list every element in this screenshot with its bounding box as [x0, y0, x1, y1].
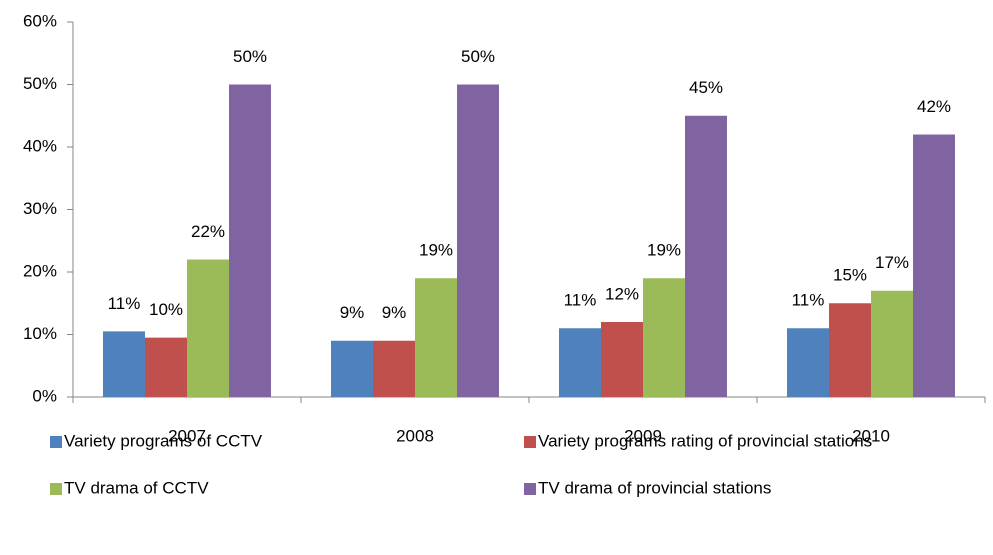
x-tick-label: 2009	[624, 426, 662, 445]
y-tick-label: 20%	[23, 261, 57, 280]
bar	[787, 328, 829, 397]
value-label: 50%	[233, 47, 267, 66]
bar	[415, 278, 457, 397]
bar	[601, 322, 643, 397]
value-label: 45%	[689, 78, 723, 97]
y-tick-label: 30%	[23, 199, 57, 218]
value-label: 19%	[647, 241, 681, 260]
value-label: 9%	[340, 303, 365, 322]
bar	[685, 115, 727, 397]
value-label: 11%	[792, 291, 825, 310]
bar	[103, 331, 145, 397]
value-label: 11%	[108, 294, 141, 313]
bar	[331, 340, 373, 397]
bar	[913, 134, 955, 397]
bar	[643, 278, 685, 397]
legend-swatch	[524, 483, 536, 495]
y-tick-label: 0%	[32, 386, 57, 405]
bar	[145, 337, 187, 397]
legend-label: Variety programs of CCTV	[64, 431, 263, 450]
y-tick-label: 60%	[23, 11, 57, 30]
bar	[457, 84, 499, 397]
value-label: 9%	[382, 303, 407, 322]
y-tick-label: 40%	[23, 136, 57, 155]
y-tick-label: 10%	[23, 324, 57, 343]
legend-swatch	[50, 436, 62, 448]
value-label: 19%	[419, 241, 453, 260]
bar	[187, 259, 229, 397]
value-label: 42%	[917, 97, 951, 116]
bar	[373, 340, 415, 397]
value-label: 10%	[149, 300, 183, 319]
value-label: 12%	[605, 284, 639, 303]
value-label: 22%	[191, 222, 225, 241]
bar	[871, 290, 913, 397]
x-tick-label: 2007	[168, 426, 206, 445]
value-label: 50%	[461, 47, 495, 66]
legend-label: Variety programs rating of provincial st…	[538, 431, 872, 450]
legend-swatch	[524, 436, 536, 448]
value-label: 17%	[875, 253, 909, 272]
value-label: 11%	[564, 291, 597, 310]
legend-label: TV drama of CCTV	[64, 478, 209, 497]
bar	[229, 84, 271, 397]
bar	[829, 303, 871, 397]
y-tick-label: 50%	[23, 74, 57, 93]
value-label: 15%	[833, 266, 867, 285]
legend-label: TV drama of provincial stations	[538, 478, 771, 497]
legend-swatch	[50, 483, 62, 495]
x-tick-label: 2010	[852, 426, 890, 445]
bar	[559, 328, 601, 397]
x-tick-label: 2008	[396, 426, 434, 445]
